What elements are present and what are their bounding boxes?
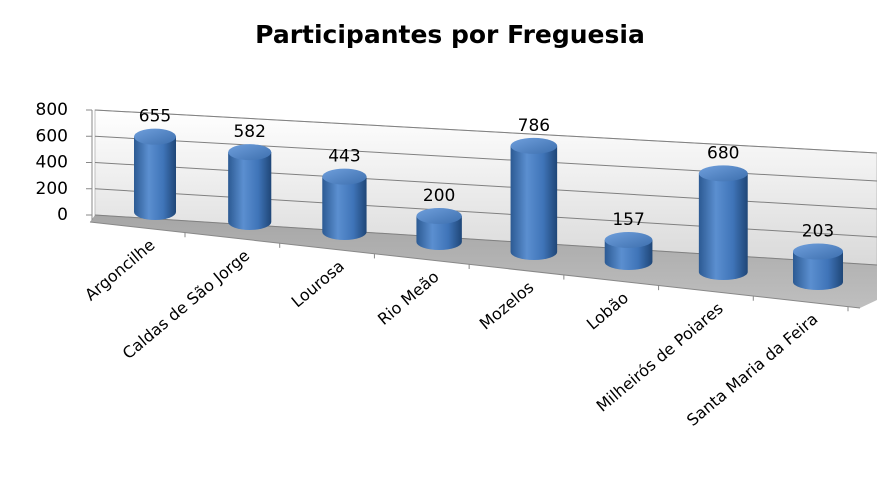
bar-top (793, 243, 843, 260)
data-label: 203 (802, 222, 834, 242)
data-label: 582 (233, 122, 265, 142)
bar (134, 136, 176, 220)
bar (228, 152, 272, 230)
bar-top (416, 208, 462, 224)
y-tick-label: 600 (36, 126, 68, 146)
x-axis (89, 221, 861, 309)
bar-top (604, 232, 653, 249)
bar-top (134, 128, 176, 145)
bar-top (322, 168, 367, 185)
chart-title: Participantes por Freguesia (255, 20, 645, 49)
y-tick-label: 800 (36, 100, 68, 120)
data-label: 786 (518, 116, 550, 136)
data-label: 200 (423, 186, 455, 206)
floor (90, 215, 877, 308)
x-tick-label: Argoncilhe (81, 235, 158, 304)
bar-top (228, 144, 272, 161)
bar (416, 216, 462, 250)
bar (793, 251, 843, 290)
bar (698, 173, 748, 281)
data-label: 680 (707, 143, 739, 163)
data-label: 443 (328, 147, 360, 167)
bar (604, 240, 653, 270)
bar-top (510, 137, 558, 154)
x-tick-label: Lourosa (288, 256, 348, 311)
x-tick-label: Rio Meão (374, 267, 443, 329)
y-tick-label: 200 (36, 179, 68, 199)
bar-top (698, 165, 748, 182)
data-label: 655 (139, 107, 171, 127)
bar (510, 145, 558, 260)
bar (322, 176, 367, 240)
y-tick-label: 0 (57, 205, 68, 225)
x-tick-label: Mozelos (476, 278, 538, 334)
y-tick-label: 400 (36, 153, 68, 173)
x-tick-label: Lobão (583, 288, 632, 334)
grid-line (94, 109, 877, 154)
data-label: 157 (612, 210, 644, 230)
